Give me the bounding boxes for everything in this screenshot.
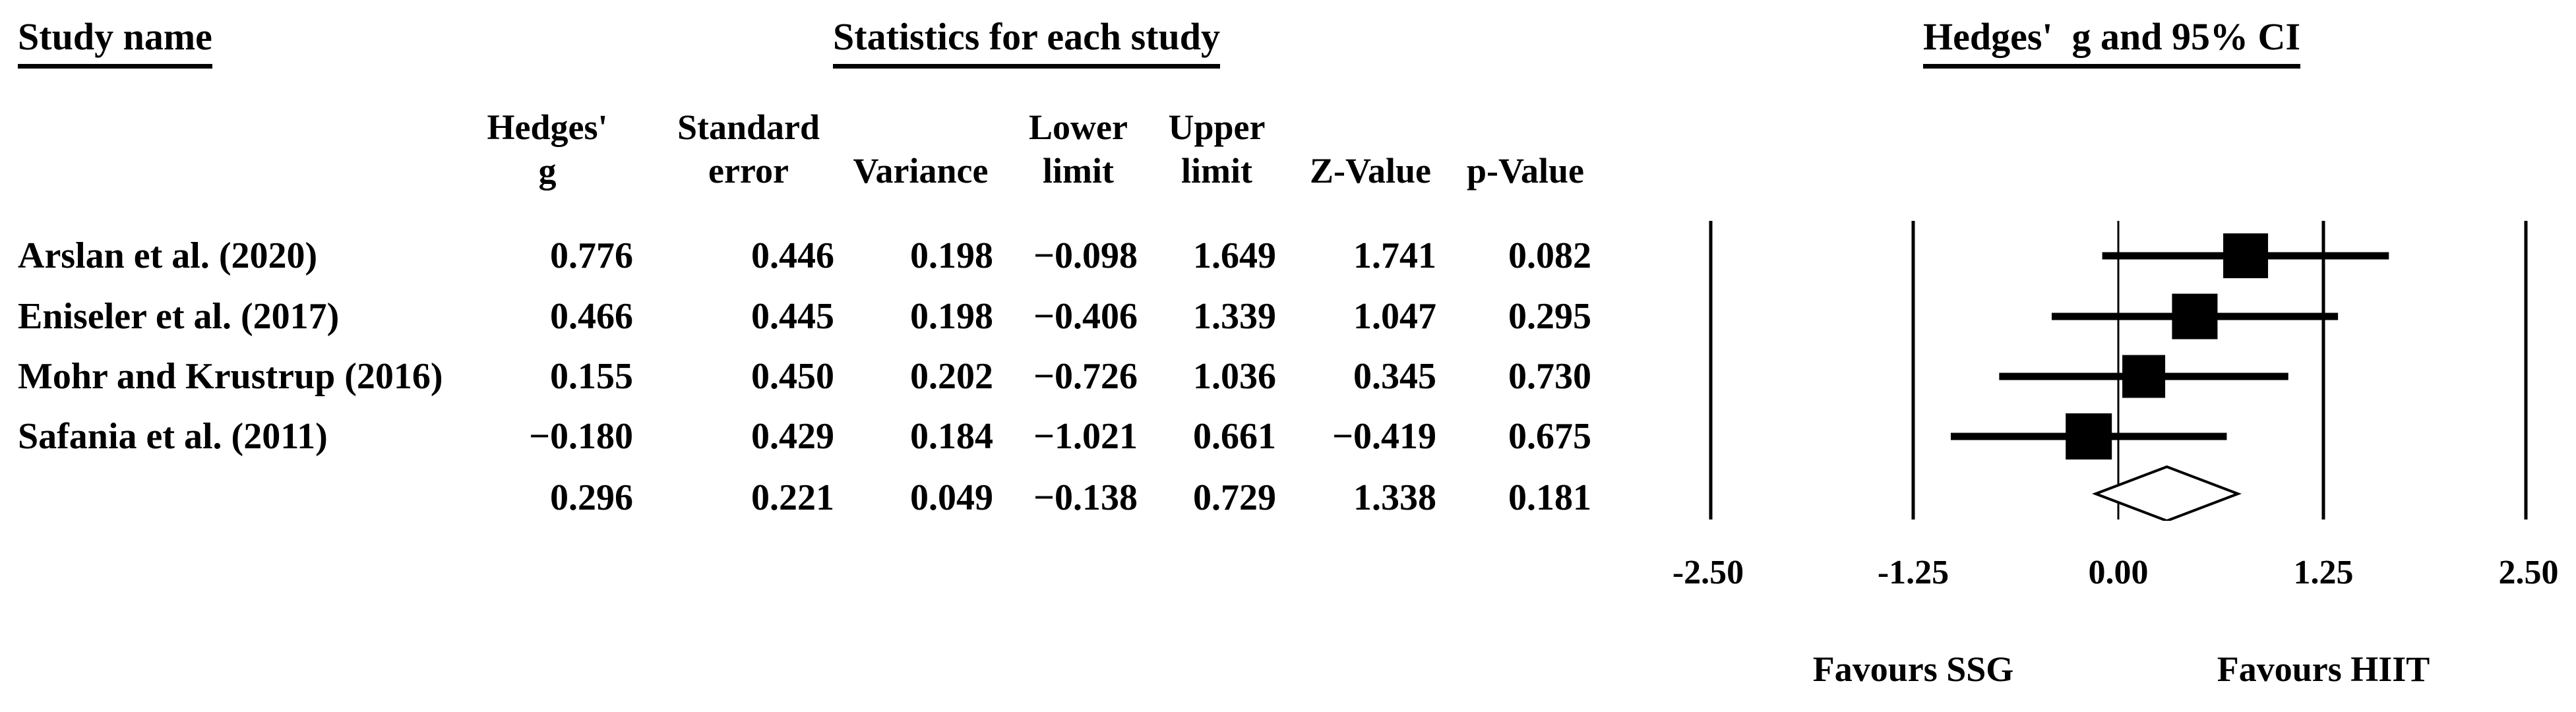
study-name-eniseler: Eniseler et al. (2017) — [18, 296, 340, 337]
cell-p: 0.295 — [1508, 296, 1591, 337]
plot-title: Hedges' g and 95% CI — [1923, 16, 2301, 69]
axis-tick-label: 2.50 — [2498, 554, 2559, 591]
cell-upper: 1.036 — [1193, 356, 1276, 397]
effect-square — [2122, 355, 2166, 398]
effect-square — [2066, 413, 2112, 460]
cell-se-summary: 0.221 — [751, 477, 834, 518]
cell-variance: 0.202 — [910, 356, 993, 397]
column-header-variance: Variance — [848, 105, 993, 193]
column-header-line1 — [848, 105, 993, 149]
axis-tick-label: 0.00 — [2088, 554, 2149, 591]
cell-upper: 0.661 — [1193, 416, 1276, 457]
favours-ssg-label: Favours SSG — [1812, 649, 2014, 689]
cell-z: 1.047 — [1353, 296, 1436, 337]
column-header-line1: Standard — [677, 107, 820, 147]
cell-z: −0.419 — [1332, 416, 1436, 457]
cell-lower-summary: −0.138 — [1033, 477, 1138, 518]
cell-lower: −0.098 — [1033, 235, 1138, 276]
cell-upper: 1.649 — [1193, 235, 1276, 276]
cell-p: 0.675 — [1508, 416, 1591, 457]
column-header-upper-limit: Upper limit — [1157, 105, 1276, 193]
cell-variance-summary: 0.049 — [910, 477, 993, 518]
cell-p: 0.082 — [1508, 235, 1591, 276]
cell-se: 0.429 — [751, 416, 834, 457]
column-header-line2: error — [708, 151, 789, 191]
study-name-header: Study name — [18, 16, 212, 69]
cell-lower: −1.021 — [1033, 416, 1138, 457]
column-z-value: Z-Value 1.741 1.047 0.345 −0.419 1.338 — [1304, 0, 1436, 712]
effect-square — [2172, 293, 2218, 340]
axis-tick-label: -2.50 — [1672, 554, 1744, 591]
effect-square — [2223, 233, 2269, 278]
cell-g: 0.466 — [550, 296, 633, 337]
column-lower-limit: Lower limit −0.098 −0.406 −0.726 −1.021 … — [1019, 0, 1138, 712]
cell-se: 0.446 — [751, 235, 834, 276]
column-header-line1 — [1304, 105, 1436, 149]
column-header-lower-limit: Lower limit — [1019, 105, 1138, 193]
cell-lower: −0.726 — [1033, 356, 1138, 397]
cell-p-summary: 0.181 — [1508, 477, 1591, 518]
column-header-z-value: Z-Value — [1304, 105, 1436, 193]
column-header-line2: Variance — [853, 151, 989, 191]
study-name-arslan: Arslan et al. (2020) — [18, 235, 318, 276]
cell-z: 0.345 — [1353, 356, 1436, 397]
summary-diamond — [2092, 465, 2242, 521]
cell-z: 1.741 — [1353, 235, 1436, 276]
column-standard-error: Standard error 0.446 0.445 0.450 0.429 0… — [663, 0, 834, 712]
cell-g: −0.180 — [529, 416, 633, 457]
cell-g-summary: 0.296 — [550, 477, 633, 518]
column-header-line2: g — [538, 151, 557, 191]
cell-se: 0.445 — [751, 296, 834, 337]
column-variance: Variance 0.198 0.198 0.202 0.184 0.049 — [848, 0, 994, 712]
cell-variance: 0.184 — [910, 416, 993, 457]
column-header-line2: limit — [1043, 151, 1114, 191]
study-name-safania: Safania et al. (2011) — [18, 416, 328, 457]
column-header-line1 — [1459, 105, 1591, 149]
cell-g: 0.776 — [550, 235, 633, 276]
column-header-line1: Hedges' — [487, 107, 608, 147]
column-header-line2: Z-Value — [1309, 151, 1432, 191]
column-header-standard-error: Standard error — [663, 105, 834, 193]
cell-g: 0.155 — [550, 356, 633, 397]
column-upper-limit: Upper limit 1.649 1.339 1.036 0.661 0.72… — [1157, 0, 1277, 712]
cell-lower: −0.406 — [1033, 296, 1138, 337]
cell-se: 0.450 — [751, 356, 834, 397]
forest-plot — [1709, 221, 2528, 521]
cell-p: 0.730 — [1508, 356, 1591, 397]
cell-variance: 0.198 — [910, 235, 993, 276]
study-name-mohr: Mohr and Krustrup (2016) — [18, 356, 443, 397]
column-header-line1: Lower — [1029, 107, 1128, 147]
column-p-value: p-Value 0.082 0.295 0.730 0.675 0.181 — [1459, 0, 1591, 712]
cell-z-summary: 1.338 — [1353, 477, 1436, 518]
column-hedges-g: Hedges' g 0.776 0.466 0.155 −0.180 0.296 — [462, 0, 634, 712]
column-header-line2: p-Value — [1466, 151, 1585, 191]
axis-tick-label: 1.25 — [2293, 554, 2354, 591]
axis-tick-label: -1.25 — [1877, 554, 1949, 591]
cell-variance: 0.198 — [910, 296, 993, 337]
cell-upper: 1.339 — [1193, 296, 1276, 337]
column-header-p-value: p-Value — [1459, 105, 1591, 193]
cell-upper-summary: 0.729 — [1193, 477, 1276, 518]
column-header-line2: limit — [1181, 151, 1252, 191]
column-header-hedges-g: Hedges' g — [462, 105, 633, 193]
statistics-header: Statistics for each study — [833, 16, 1220, 69]
favours-hiit-label: Favours HIIT — [2217, 649, 2430, 689]
column-header-line1: Upper — [1168, 107, 1266, 147]
